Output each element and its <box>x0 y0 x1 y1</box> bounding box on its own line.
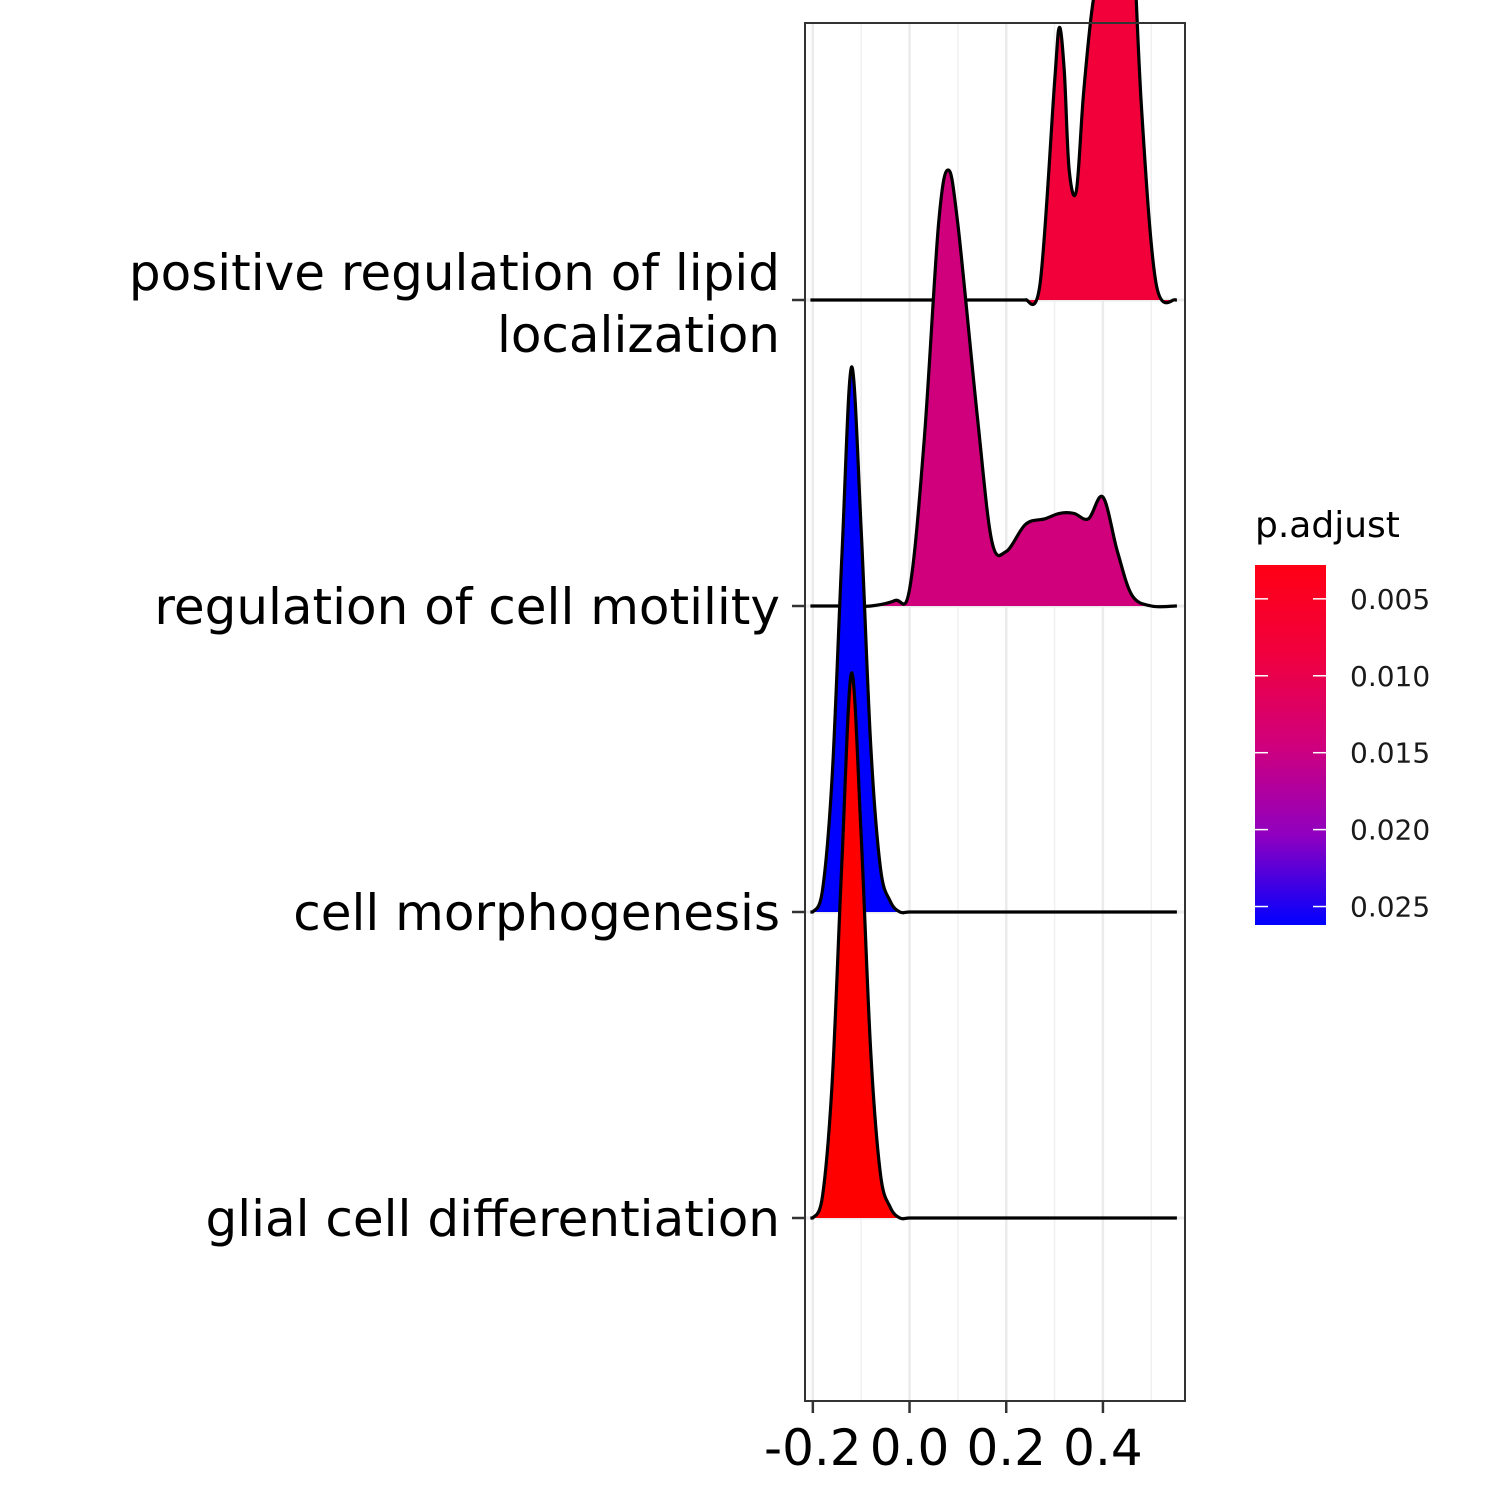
colorbar-label: 0.005 <box>1350 583 1430 616</box>
colorbar-label: 0.025 <box>1350 891 1430 924</box>
y-tick-label: glial cell differentiation <box>205 1190 780 1248</box>
axis-layer: positive regulation of lipidlocalization… <box>129 244 1143 1477</box>
ridge-layer <box>810 0 1178 1221</box>
colorbar <box>1255 565 1326 925</box>
x-tick-label: 0.4 <box>1063 1419 1143 1477</box>
legend-title: p.adjust <box>1255 505 1400 546</box>
colorbar-label: 0.020 <box>1350 814 1430 847</box>
y-tick-label: localization <box>497 306 780 364</box>
ridge-outline <box>810 168 1178 609</box>
colorbar-label: 0.010 <box>1350 660 1430 693</box>
ridge-outline <box>810 671 1178 1221</box>
ridge-outline <box>810 0 1178 307</box>
ridge-outline <box>810 365 1178 915</box>
x-tick-label: 0.0 <box>870 1419 950 1477</box>
x-tick-label: 0.2 <box>966 1419 1046 1477</box>
panel-border <box>804 22 1186 1402</box>
y-tick-label: positive regulation of lipid <box>129 244 780 302</box>
color-legend: p.adjust 0.005 0.010 0.015 0.020 0.025 <box>1255 505 1430 925</box>
y-tick-label: cell morphogenesis <box>293 884 780 942</box>
x-tick-label: -0.2 <box>764 1419 862 1477</box>
y-tick-label: regulation of cell motility <box>154 578 780 636</box>
colorbar-label: 0.015 <box>1350 737 1430 770</box>
